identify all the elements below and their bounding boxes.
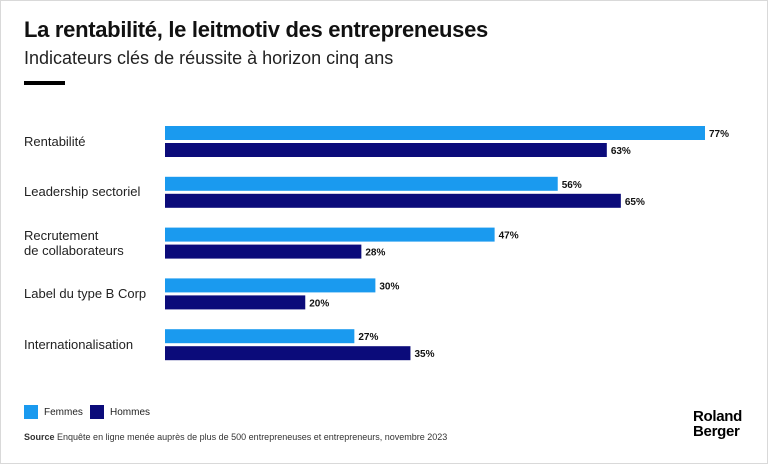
legend-label-femmes: Femmes (44, 406, 83, 418)
data-label-femmes-3: 30% (379, 281, 399, 292)
brand-line-2: Berger (693, 423, 740, 440)
category-label-bcorp: Label du type B Corp (24, 286, 147, 301)
chart-subtitle: Indicateurs clés de réussite à horizon c… (24, 48, 394, 68)
data-label-hommes-4: 35% (414, 349, 434, 360)
source-label: Source (24, 432, 55, 442)
chart-title: La rentabilité, le leitmotiv des entrepr… (24, 17, 488, 42)
bar-hommes-3 (165, 295, 306, 310)
data-label-femmes-2: 47% (499, 231, 519, 242)
bar-femmes-3 (165, 278, 376, 293)
bar-femmes-2 (165, 227, 495, 242)
data-label-femmes-0: 77% (709, 129, 729, 140)
brand-logo: Roland Berger (693, 409, 742, 439)
bar-hommes-2 (165, 244, 362, 259)
legend-femmes: Femmes (24, 405, 83, 419)
brand-line-1: Roland (693, 408, 743, 425)
data-label-hommes-3: 20% (309, 298, 329, 309)
category-label-rentabilite: Rentabilité (24, 134, 86, 149)
bar-hommes-1 (165, 193, 621, 208)
source-text: Enquête en ligne menée auprès de plus de… (57, 432, 448, 442)
legend-swatch-hommes (90, 405, 104, 419)
category-label-leadership: Leadership sectoriel (24, 184, 141, 199)
legend-label-hommes: Hommes (110, 406, 151, 418)
bar-femmes-1 (165, 176, 558, 191)
legend-swatch-femmes (24, 405, 38, 419)
source-note: Source Enquête en ligne menée auprès de … (24, 432, 447, 442)
legend-hommes: Hommes (90, 405, 150, 419)
bar-femmes-4 (165, 329, 355, 344)
data-label-hommes-2: 28% (365, 248, 385, 259)
data-label-hommes-1: 65% (625, 197, 645, 208)
data-label-hommes-0: 63% (611, 146, 631, 157)
bar-hommes-0 (165, 143, 607, 157)
data-label-femmes-1: 56% (562, 180, 582, 191)
bar-hommes-4 (165, 346, 411, 361)
bar-femmes-0 (165, 126, 705, 140)
data-label-femmes-4: 27% (358, 332, 378, 343)
title-underline (24, 81, 65, 85)
category-label-recrutement: Recrutement de collaborateurs (24, 228, 124, 258)
category-label-internationalisation: Internationalisation (24, 337, 134, 352)
